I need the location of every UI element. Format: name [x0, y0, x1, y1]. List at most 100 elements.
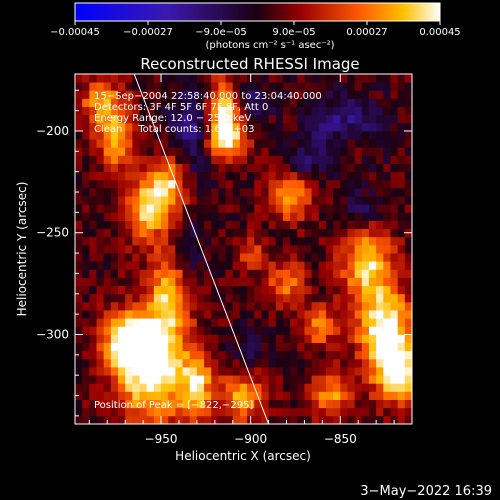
- heatmap-cell: [318, 228, 327, 238]
- heatmap-cell: [196, 310, 205, 319]
- heatmap-cell: [297, 130, 305, 140]
- heatmap-cell: [376, 391, 384, 400]
- heatmap-cell: [297, 269, 305, 278]
- heatmap-cell: [404, 261, 412, 270]
- heatmap-cell: [196, 74, 205, 83]
- heatmap-cell: [146, 130, 155, 140]
- heatmap-cell: [153, 139, 162, 148]
- heatmap-cell: [232, 375, 241, 384]
- heatmap-cell: [161, 334, 169, 344]
- heatmap-cell: [232, 106, 241, 116]
- heatmap-cell: [361, 375, 370, 384]
- heatmap-cell: [254, 220, 262, 230]
- heatmap-cell: [268, 130, 277, 140]
- heatmap-cell: [318, 269, 327, 278]
- heatmap-cell: [146, 171, 155, 181]
- heatmap-cell: [232, 334, 241, 344]
- heatmap-cell: [340, 293, 348, 303]
- heatmap-cell: [225, 326, 234, 335]
- heatmap-cell: [304, 318, 313, 327]
- heatmap-cell: [254, 375, 262, 384]
- heatmap-cell: [161, 269, 169, 278]
- heatmap-cell: [218, 326, 226, 335]
- heatmap-cell: [397, 277, 406, 287]
- heatmap-cell: [268, 122, 277, 132]
- heatmap-cell: [297, 415, 305, 424]
- heatmap-cell: [232, 139, 241, 148]
- heatmap-cell: [89, 220, 97, 230]
- heatmap-cell: [175, 358, 183, 368]
- heatmap-cell: [175, 163, 183, 173]
- heatmap-cell: [340, 204, 348, 213]
- heatmap-cell: [340, 326, 348, 335]
- heatmap-cell: [347, 342, 356, 352]
- heatmap-cell: [254, 277, 262, 287]
- heatmap-cell: [247, 244, 255, 254]
- heatmap-cell: [139, 310, 148, 319]
- heatmap-cell: [196, 383, 205, 392]
- heatmap-cell: [311, 106, 320, 116]
- heatmap-cell: [110, 244, 119, 254]
- heatmap-cell: [254, 318, 262, 327]
- heatmap-cell: [354, 342, 363, 352]
- heatmap-cell: [118, 285, 126, 295]
- heatmap-cell: [404, 277, 412, 287]
- heatmap-cell: [340, 342, 348, 352]
- heatmap-cell: [211, 301, 219, 311]
- heatmap-cell: [139, 220, 148, 230]
- heatmap-cell: [118, 269, 126, 278]
- heatmap-cell: [376, 122, 384, 132]
- heatmap-cell: [325, 391, 334, 400]
- heatmap-cell: [390, 358, 399, 368]
- heatmap-cell: [368, 310, 377, 319]
- heatmap-cell: [225, 350, 234, 360]
- heatmap-cell: [146, 269, 155, 278]
- heatmap-cell: [397, 342, 406, 352]
- heatmap-cell: [232, 399, 241, 409]
- heatmap-cell: [239, 415, 248, 424]
- heatmap-cell: [390, 90, 399, 99]
- heatmap-cell: [247, 367, 255, 376]
- heatmap-cell: [204, 383, 212, 392]
- heatmap-cell: [347, 187, 356, 197]
- heatmap-cell: [247, 171, 255, 181]
- heatmap-cell: [297, 277, 305, 287]
- heatmap-cell: [132, 106, 140, 116]
- heatmap-cell: [297, 171, 305, 181]
- heatmap-cell: [318, 367, 327, 376]
- heatmap-cell: [354, 318, 363, 327]
- heatmap-cell: [390, 285, 399, 295]
- heatmap-cell: [290, 82, 298, 91]
- heatmap-cell: [268, 204, 277, 213]
- heatmap-cell: [325, 179, 334, 189]
- heatmap-cell: [254, 147, 262, 156]
- heatmap-cell: [311, 261, 320, 270]
- heatmap-cell: [118, 358, 126, 368]
- heatmap-cell: [161, 171, 169, 181]
- heatmap-cell: [103, 375, 112, 384]
- heatmap-cell: [182, 130, 191, 140]
- heatmap-cell: [318, 277, 327, 287]
- heatmap-cell: [390, 277, 399, 287]
- heatmap-cell: [254, 196, 262, 205]
- heatmap-cell: [232, 228, 241, 238]
- heatmap-cell: [211, 155, 219, 164]
- heatmap-cell: [232, 130, 241, 140]
- heatmap-cell: [132, 130, 140, 140]
- heatmap-cell: [139, 82, 148, 91]
- heatmap-cell: [247, 383, 255, 392]
- heatmap-cell: [383, 139, 391, 148]
- heatmap-cell: [96, 285, 105, 295]
- colorbar-gradient: [74, 2, 441, 22]
- heatmap-cell: [290, 285, 298, 295]
- heatmap-cell: [118, 334, 126, 344]
- heatmap-cell: [225, 244, 234, 254]
- heatmap-cell: [168, 74, 176, 83]
- heatmap-cell: [161, 179, 169, 189]
- heatmap-cell: [175, 236, 183, 246]
- heatmap-cell: [247, 220, 255, 230]
- heatmap-cell: [75, 301, 83, 311]
- heatmap-cell: [318, 114, 327, 124]
- heatmap-cell: [118, 179, 126, 189]
- heatmap-cell: [239, 163, 248, 173]
